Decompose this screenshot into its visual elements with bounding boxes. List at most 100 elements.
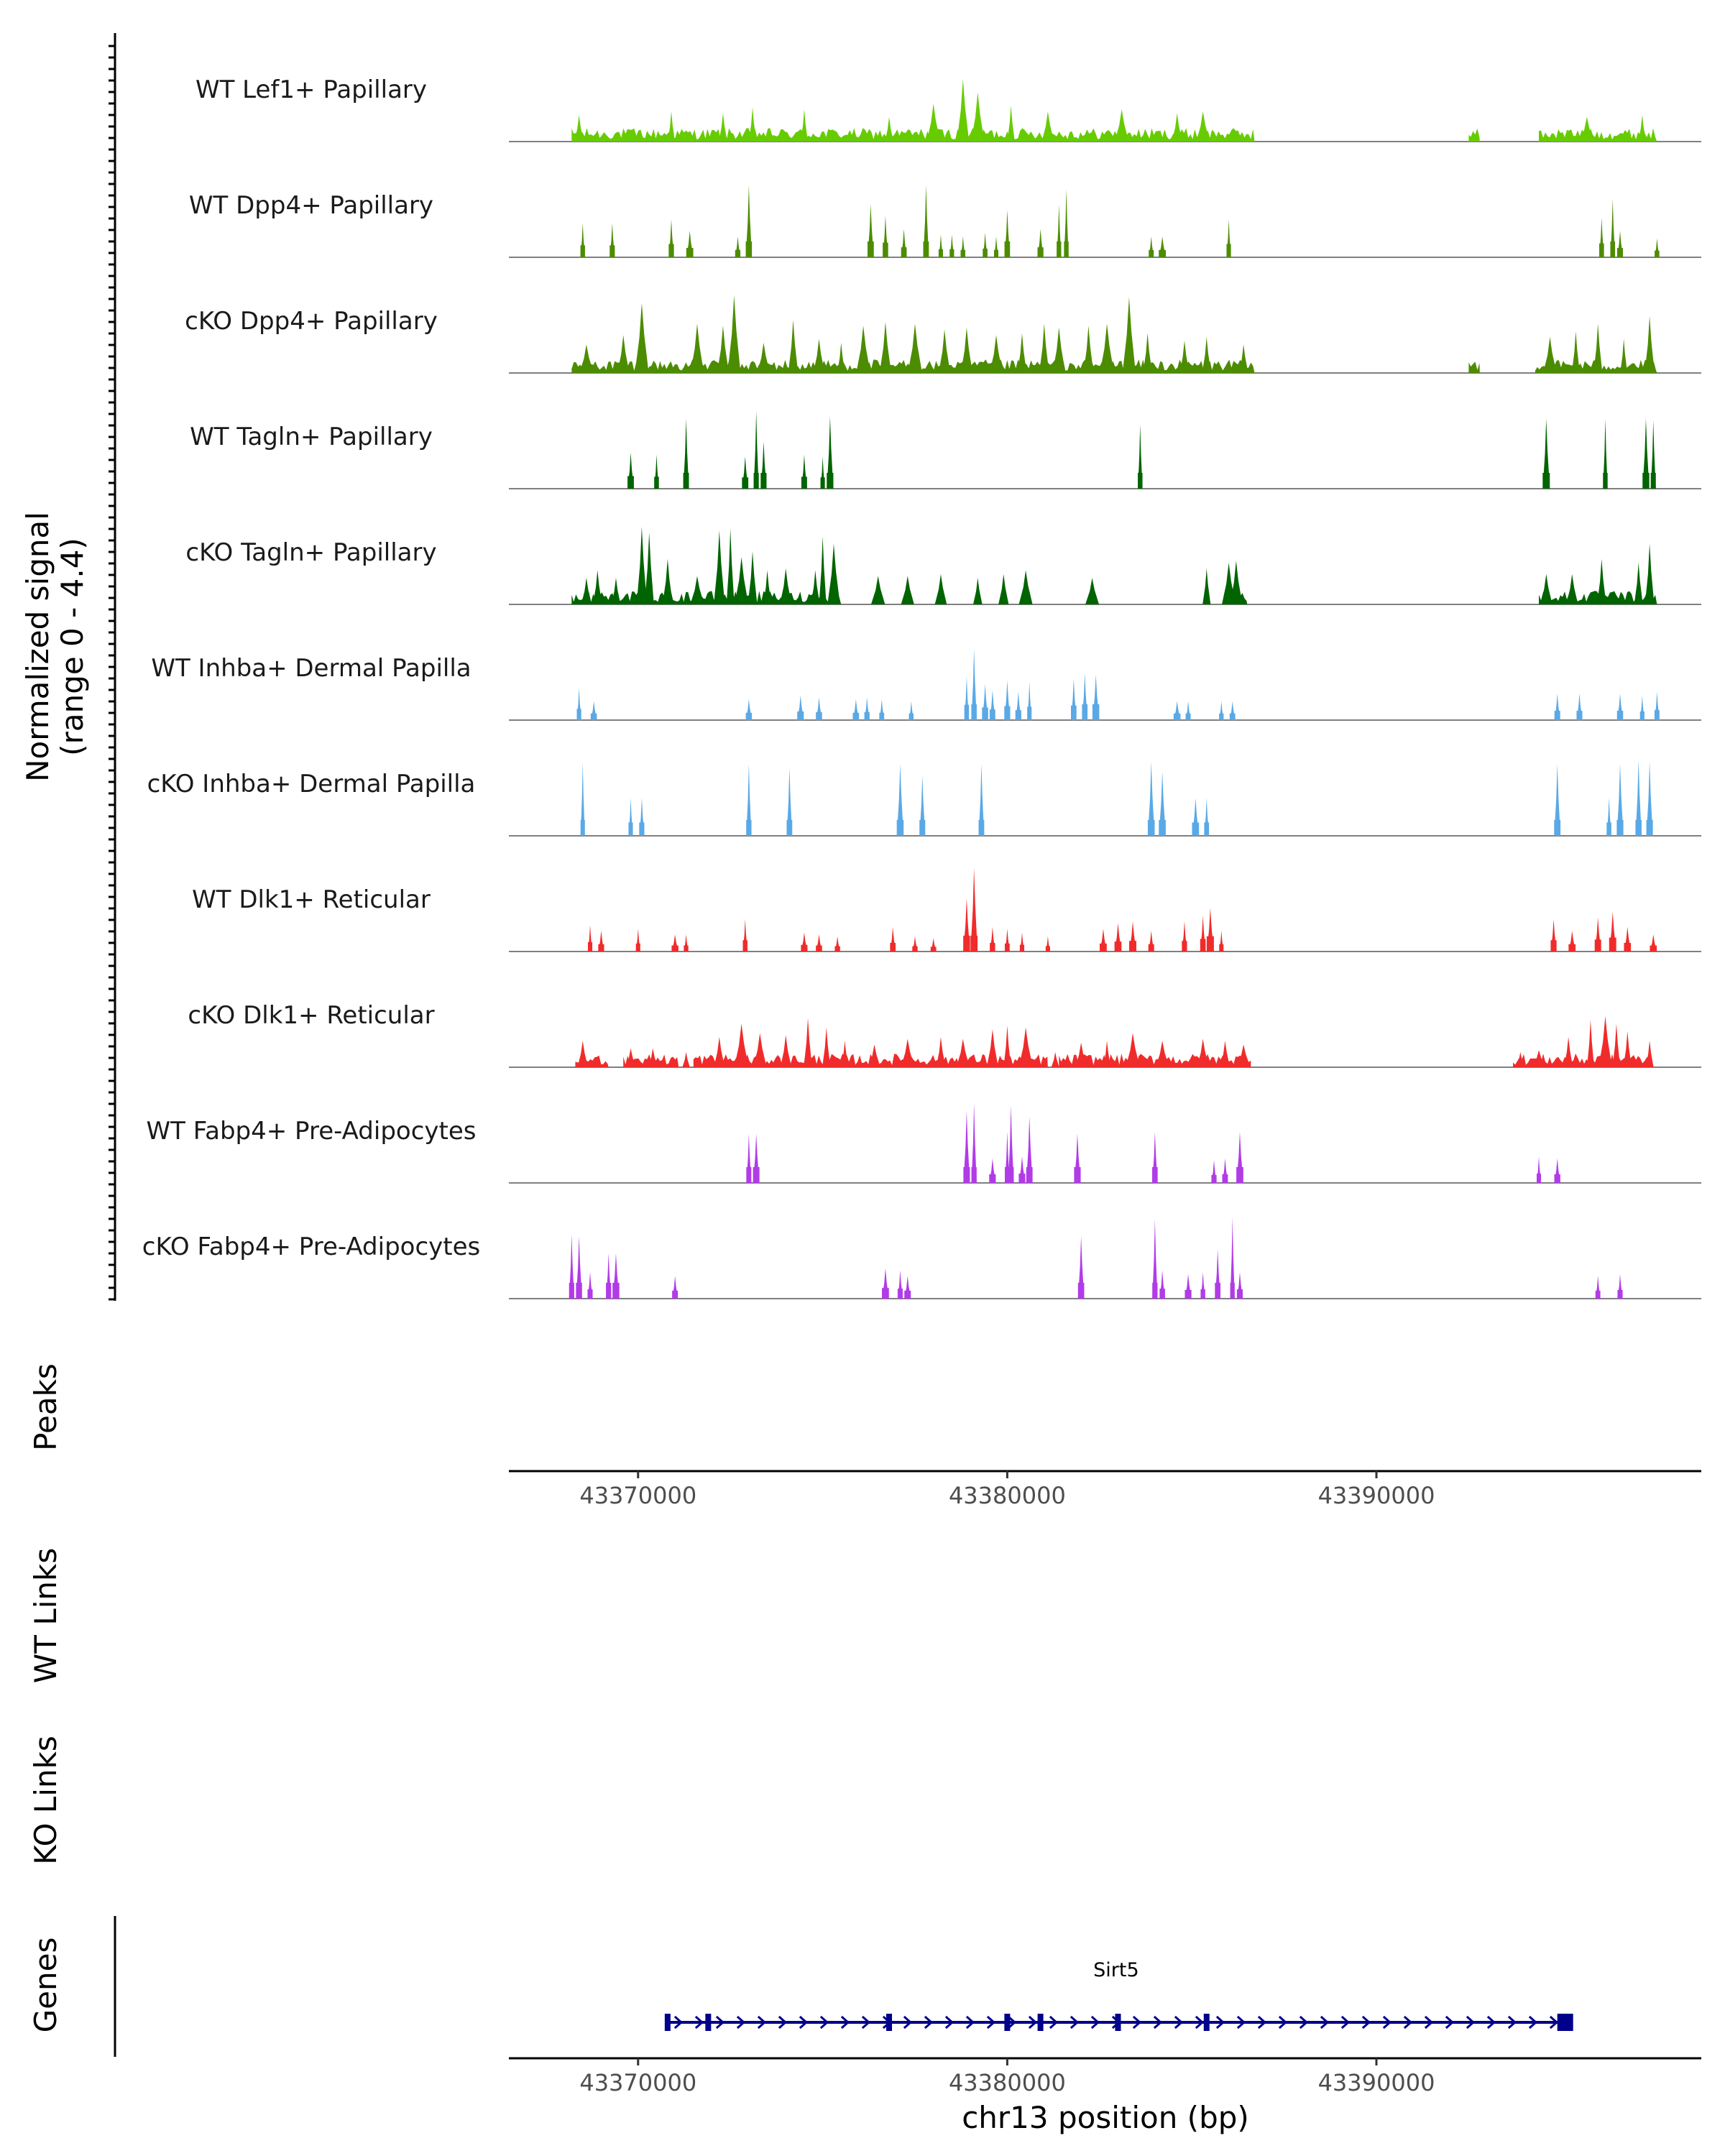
- signal-base: [1152, 1167, 1158, 1183]
- signal-base: [1646, 820, 1653, 836]
- signal-peak: [989, 335, 1003, 373]
- signal-peak: [683, 418, 689, 489]
- signal-base: [746, 820, 752, 836]
- signal-peak: [1220, 1041, 1230, 1067]
- track-cko-tagln-papillary: cKO Tagln+ Papillary: [185, 526, 1701, 605]
- track-label-cko-inhba-dermal-papilla: cKO Inhba+ Dermal Papilla: [147, 770, 476, 798]
- signal-base: [1616, 820, 1624, 836]
- signal-peak: [934, 573, 947, 604]
- signal-peak: [1114, 109, 1129, 142]
- signal-axis-label: Normalized signal: [20, 512, 55, 782]
- signal-peak: [786, 768, 793, 836]
- signal-base: [1642, 473, 1650, 489]
- strand-arrow: [1340, 2015, 1351, 2030]
- signal-base: [1554, 1174, 1560, 1183]
- signal-base: [1159, 820, 1166, 836]
- signal-peak: [957, 79, 970, 142]
- signal-base: [1070, 705, 1077, 720]
- signal-base: [1595, 1290, 1601, 1299]
- genes-x-axis-tick-label: 43370000: [579, 2069, 696, 2096]
- strand-arrow: [840, 2015, 850, 2030]
- signal-base: [1222, 1174, 1228, 1183]
- signal-peak: [970, 92, 985, 142]
- signal-peak: [718, 113, 727, 142]
- signal-peak: [1197, 1038, 1210, 1067]
- strand-arrow: [1257, 2015, 1267, 2030]
- signal-peak: [970, 868, 978, 952]
- gene-exon: [886, 2014, 893, 2031]
- signal-base: [635, 943, 640, 952]
- signal-base: [1603, 473, 1608, 489]
- signal-peak: [780, 1035, 791, 1067]
- signal-peak: [780, 568, 792, 604]
- signal-base: [606, 1283, 612, 1299]
- signal-base: [1185, 713, 1191, 720]
- signal-base: [1173, 713, 1181, 720]
- signal-base: [1576, 711, 1583, 720]
- signal-base: [1200, 1289, 1205, 1299]
- signal-base: [938, 249, 943, 257]
- signal-base: [1554, 820, 1561, 836]
- signal-peak: [1003, 1026, 1011, 1067]
- signal-base: [1219, 713, 1224, 720]
- signal-base: [864, 711, 870, 720]
- signal-peak: [717, 326, 730, 373]
- signal-base: [1037, 247, 1044, 257]
- signal-base: [742, 940, 748, 952]
- gene-exon: [1037, 2014, 1044, 2031]
- track-wt-inhba-dermal-papilla: WT Inhba+ Dermal Papilla: [151, 648, 1701, 721]
- signal-base: [1074, 1167, 1081, 1183]
- strand-arrow: [1007, 2015, 1017, 2030]
- signal-peak: [856, 326, 870, 373]
- signal-base: [1092, 704, 1100, 720]
- signal-peak: [879, 321, 891, 373]
- track-label-cko-tagln-papillary: cKO Tagln+ Papillary: [185, 538, 436, 567]
- strand-arrow: [1320, 2015, 1330, 2030]
- signal-base: [1004, 943, 1010, 952]
- signal-base: [671, 945, 678, 952]
- signal-base: [1159, 1289, 1165, 1299]
- strand-arrow: [986, 2015, 996, 2030]
- signal-base: [896, 820, 904, 836]
- signal-base: [672, 1290, 678, 1299]
- signal-peak: [625, 1048, 636, 1067]
- signal-peak: [1516, 1051, 1524, 1067]
- signal-peak: [923, 185, 929, 257]
- track-wt-dlk1-reticular: WT Dlk1+ Reticular: [192, 868, 1701, 952]
- signal-peak: [1565, 573, 1578, 604]
- signal-base: [746, 1167, 752, 1183]
- signal-base: [963, 936, 970, 952]
- signal-base: [654, 476, 659, 489]
- track-label-wt-fabp4-pre-adipocytes: WT Fabp4+ Pre-Adipocytes: [147, 1117, 477, 1146]
- signal-base: [963, 1167, 970, 1183]
- signal-peak: [1645, 1041, 1654, 1067]
- signal-peak: [1642, 418, 1650, 489]
- signal-peak: [1126, 1033, 1140, 1067]
- signal-peak: [1571, 331, 1580, 373]
- signal-base: [1027, 706, 1032, 720]
- signal-fill: [1539, 128, 1657, 142]
- gene-sirt5: Sirt5: [664, 1959, 1573, 2031]
- signal-peak: [971, 1103, 977, 1183]
- signal-peak: [748, 107, 757, 142]
- signal-peak: [1143, 333, 1152, 373]
- signal-base: [879, 712, 885, 720]
- signal-peak: [1051, 1051, 1059, 1067]
- strand-arrow: [1174, 2015, 1184, 2030]
- signal-base: [797, 711, 804, 720]
- signal-base: [639, 822, 645, 836]
- signal-peak: [938, 329, 951, 373]
- signal-peak: [745, 185, 753, 257]
- signal-peak: [1532, 1050, 1546, 1067]
- signal-base: [1114, 941, 1122, 952]
- signal-base: [1200, 939, 1206, 952]
- signal-base: [1568, 944, 1576, 952]
- signal-range-label: (range 0 - 4.4): [55, 538, 90, 756]
- signal-peak: [682, 1051, 690, 1067]
- signal-peak: [648, 1048, 658, 1067]
- signal-peak: [1644, 543, 1655, 604]
- signal-peak: [1008, 1105, 1014, 1183]
- track-cko-dlk1-reticular: cKO Dlk1+ Reticular: [188, 1001, 1701, 1068]
- signal-peak: [581, 578, 592, 604]
- strand-arrow: [1028, 2015, 1038, 2030]
